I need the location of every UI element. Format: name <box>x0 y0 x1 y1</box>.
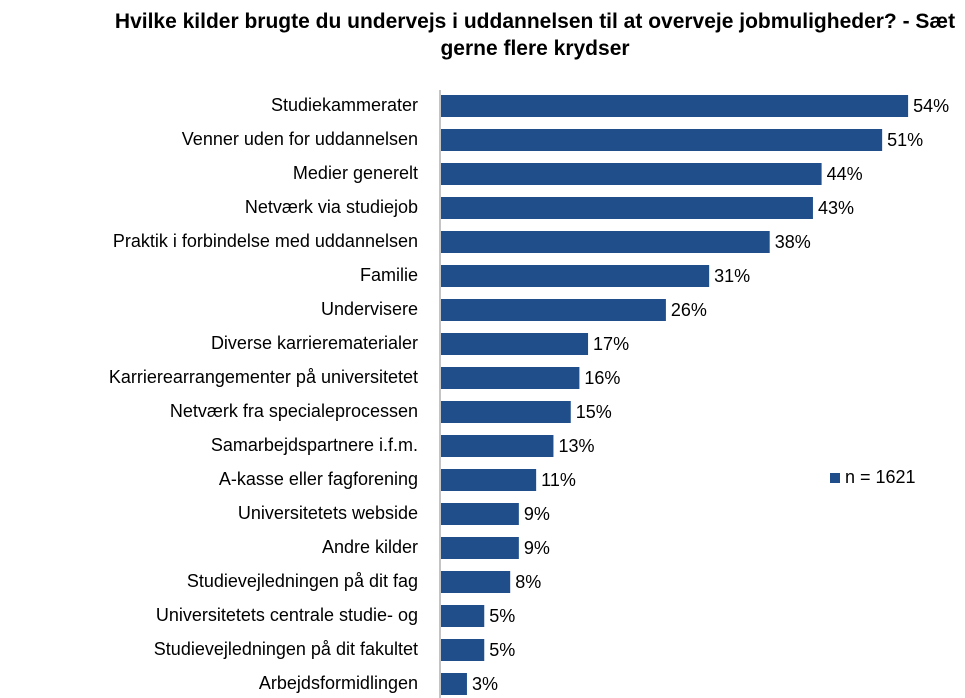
value-label: 3% <box>472 674 498 694</box>
value-label: 51% <box>887 130 923 150</box>
bar <box>441 605 485 627</box>
value-label: 43% <box>818 198 854 218</box>
value-label: 26% <box>671 300 707 320</box>
bar <box>441 571 511 593</box>
category-label: Familie <box>360 265 418 285</box>
value-label: 44% <box>827 164 863 184</box>
category-label: Netværk fra specialeprocessen <box>170 401 418 421</box>
category-label: Arbejdsformidlingen <box>259 673 418 693</box>
value-label: 31% <box>714 266 750 286</box>
category-label: Universitetets centrale studie- og <box>156 605 418 625</box>
value-label: 5% <box>489 606 515 626</box>
bar <box>441 537 519 559</box>
bar <box>441 95 909 117</box>
bar <box>441 435 554 457</box>
bar <box>441 197 813 219</box>
value-label: 9% <box>524 504 550 524</box>
value-label: 16% <box>584 368 620 388</box>
category-label: Studievejledningen på dit fakultet <box>154 639 418 659</box>
bar <box>441 503 519 525</box>
bar <box>441 469 537 491</box>
category-label: Undervisere <box>321 299 418 319</box>
category-label: Medier generelt <box>293 163 418 183</box>
value-label: 13% <box>558 436 594 456</box>
value-label: 54% <box>913 96 949 116</box>
category-label: A-kasse eller fagforening <box>219 469 418 489</box>
category-label: Samarbejdspartnere i.f.m. <box>211 435 418 455</box>
bar <box>441 401 571 423</box>
value-label: 9% <box>524 538 550 558</box>
chart-title: Hvilke kilder brugte du undervejs i udda… <box>114 10 956 60</box>
category-label: Universitetets webside <box>238 503 418 523</box>
category-label: Studievejledningen på dit fag <box>187 571 418 591</box>
category-label: Andre kilder <box>322 537 418 557</box>
bar <box>441 265 710 287</box>
category-label: Venner uden for uddannelsen <box>182 129 418 149</box>
category-label: Netværk via studiejob <box>245 197 418 217</box>
bar <box>441 333 589 355</box>
bar <box>441 639 485 661</box>
bar <box>441 129 883 151</box>
bar <box>441 367 580 389</box>
bar <box>441 231 770 253</box>
legend-label: n = 1621 <box>845 467 916 487</box>
value-label: 5% <box>489 640 515 660</box>
category-label: Karrierearrangementer på universitetet <box>109 367 418 387</box>
value-label: 11% <box>541 470 576 490</box>
bar <box>441 163 822 185</box>
value-label: 17% <box>593 334 629 354</box>
category-label: Diverse karrierematerialer <box>211 333 418 353</box>
value-label: 15% <box>576 402 612 422</box>
value-label: 38% <box>775 232 811 252</box>
value-label: 8% <box>515 572 541 592</box>
bar <box>441 299 666 321</box>
bar <box>441 673 467 695</box>
category-label: Studiekammerater <box>271 95 418 115</box>
category-label: Praktik i forbindelse med uddannelsen <box>113 231 418 251</box>
legend-swatch <box>830 473 840 483</box>
